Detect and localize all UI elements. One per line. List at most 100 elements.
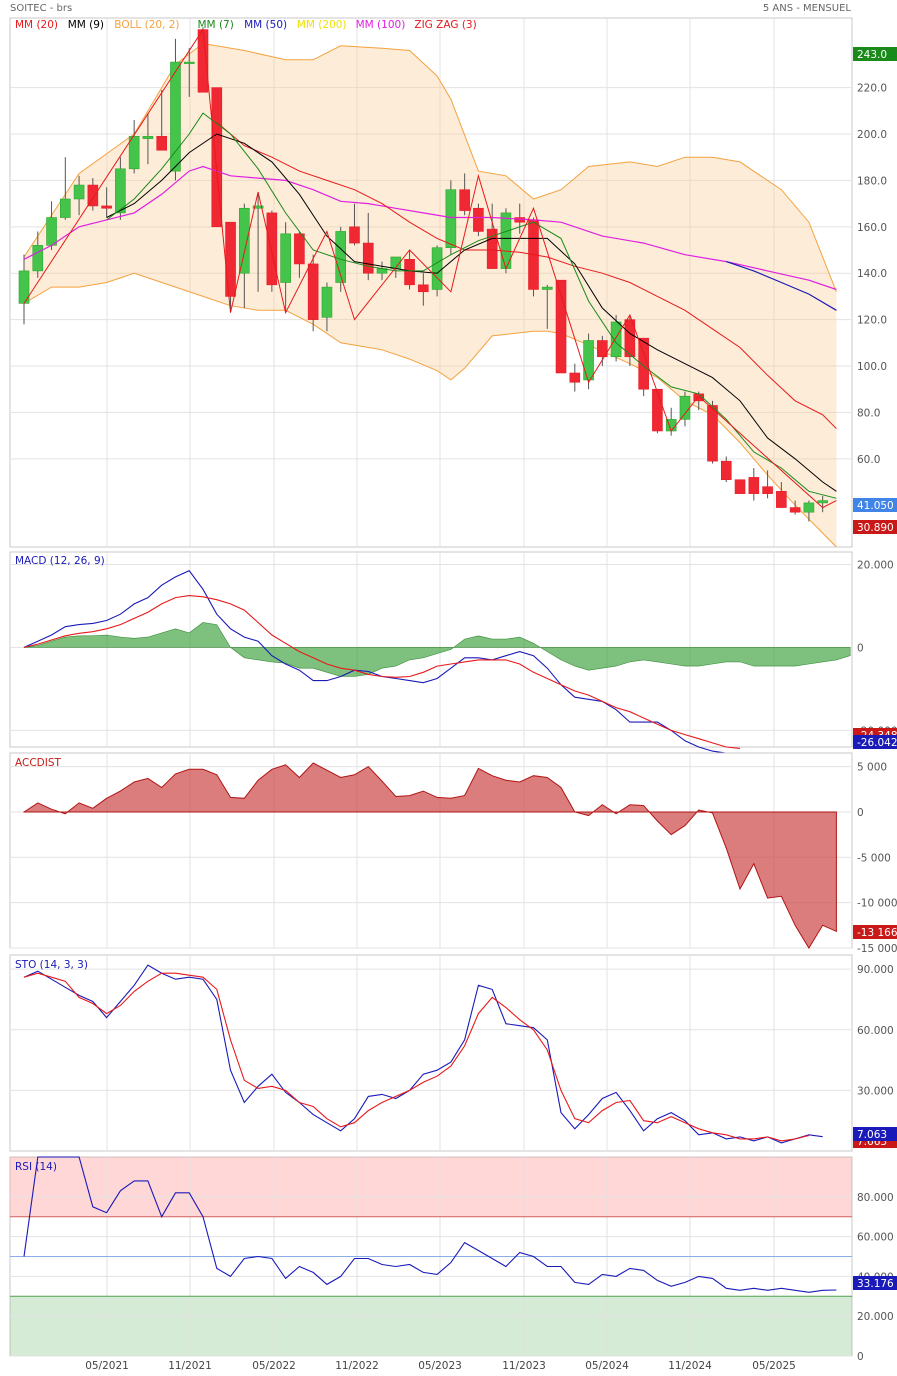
candle-body[interactable]: [734, 479, 746, 494]
candle-body[interactable]: [142, 136, 154, 139]
candle-body[interactable]: [610, 321, 622, 358]
price-y-tick-label: 100.0: [857, 361, 887, 373]
macd-value-badge-bg: [853, 735, 897, 749]
candle-body[interactable]: [87, 184, 99, 207]
candle-body[interactable]: [679, 395, 691, 420]
series-zig-zag-3-line: [23, 28, 837, 509]
candle-body[interactable]: [252, 205, 264, 209]
candle-body[interactable]: [280, 233, 291, 283]
accdist-value-badge-bg: [853, 925, 897, 939]
x-tick-label: 05/2022: [252, 1360, 296, 1372]
rsi-overbought-zone: [10, 1157, 852, 1217]
candle-body[interactable]: [156, 136, 167, 151]
legend-item[interactable]: MM (100): [356, 19, 406, 31]
price-panel[interactable]: 60.0 80.0 100.0 120.0 140.0 160.0 180.0 200.0 22…: [9, 17, 897, 548]
macd-y-tick-label: 20.000: [857, 559, 894, 571]
sto-pct-k-line: [23, 964, 823, 1144]
candle-body[interactable]: [418, 284, 429, 293]
symbol-label: SOITEC - brs: [10, 3, 73, 14]
candle-body[interactable]: [211, 87, 223, 228]
rsi-oversold-zone: [10, 1296, 852, 1356]
candle-body[interactable]: [762, 486, 773, 494]
candle-body[interactable]: [445, 189, 457, 248]
price-y-tick-label: 160.0: [857, 222, 887, 234]
rsi-title: RSI (14): [15, 1161, 57, 1173]
macd-y-tick-label: 0: [857, 642, 864, 654]
candle-body[interactable]: [638, 337, 649, 390]
macd-signal-line: [23, 595, 741, 749]
bollinger-band-fill: [24, 43, 837, 547]
candle-body[interactable]: [349, 226, 360, 244]
candle-body[interactable]: [128, 136, 140, 170]
candle-body[interactable]: [101, 205, 112, 209]
legend-item[interactable]: MM (7): [198, 19, 234, 31]
series-mm-20-line: [216, 122, 837, 430]
candle-body[interactable]: [266, 212, 278, 286]
accdist-y-tick-label: -5 000: [857, 852, 891, 864]
candle-body[interactable]: [60, 198, 71, 218]
candle-body[interactable]: [431, 247, 443, 290]
series-mm-7-line: [106, 112, 837, 499]
period-label: 5 ANS - MENSUEL: [762, 3, 851, 14]
candle-body[interactable]: [624, 319, 636, 358]
candle-body[interactable]: [239, 207, 250, 274]
candle-body[interactable]: [183, 61, 195, 64]
candle-body[interactable]: [404, 258, 415, 286]
legend-item[interactable]: MM (200): [297, 19, 347, 31]
legend-item[interactable]: MM (50): [244, 19, 287, 31]
candle-body[interactable]: [73, 184, 85, 200]
candle-body[interactable]: [789, 507, 801, 513]
candle-body[interactable]: [803, 502, 815, 513]
candle-body[interactable]: [748, 477, 760, 494]
accdist-y-tick-label: 5 000: [857, 762, 887, 774]
candle-body[interactable]: [335, 231, 347, 283]
sto-y-tick-label: 30.000: [857, 1085, 894, 1097]
price-y-tick-label: 220.0: [857, 83, 887, 95]
sto-title: STO (14, 3, 3): [15, 959, 88, 971]
candle-body[interactable]: [583, 340, 594, 381]
price-high-badge: 243.0: [857, 49, 887, 61]
sto-y-tick-label: 90.000: [857, 964, 894, 976]
x-tick-label: 05/2023: [418, 1360, 462, 1372]
legend-item[interactable]: MM (9): [68, 19, 104, 31]
candle-body[interactable]: [817, 500, 828, 504]
candle-body[interactable]: [32, 245, 44, 272]
candle-body[interactable]: [569, 372, 581, 383]
candle-body[interactable]: [459, 189, 470, 211]
rsi-y-tick-label: 60.000: [857, 1232, 894, 1244]
candle-body[interactable]: [597, 340, 608, 358]
candle-body[interactable]: [486, 228, 498, 269]
x-tick-label: 05/2025: [752, 1360, 796, 1372]
candle-body[interactable]: [46, 217, 57, 246]
accdist-panel[interactable]: 5 000 0 -5 000 -10 000 -15 000 ACCDIST -13 166: [9, 752, 897, 955]
candle-body[interactable]: [115, 168, 126, 214]
legend-item[interactable]: BOLL (20, 2): [114, 19, 179, 31]
candle-body[interactable]: [321, 286, 333, 318]
candle-body[interactable]: [307, 263, 319, 320]
candle-body[interactable]: [541, 286, 553, 290]
candle-body[interactable]: [776, 491, 787, 508]
rsi-y-tick-label: 0: [857, 1351, 864, 1363]
x-tick-label: 11/2023: [502, 1360, 546, 1372]
candle-body[interactable]: [294, 233, 305, 265]
price-last-badge-bg: [853, 498, 897, 512]
candle-body[interactable]: [170, 61, 181, 172]
accdist-y-tick-label: -10 000: [857, 898, 897, 910]
legend-item[interactable]: ZIG ZAG (3): [414, 19, 476, 31]
candle-body[interactable]: [473, 207, 484, 232]
sto-y-tick-label: 60.000: [857, 1025, 894, 1037]
candle-body[interactable]: [225, 221, 236, 297]
accdist-title: ACCDIST: [15, 757, 62, 769]
candle-body[interactable]: [707, 405, 718, 462]
candle-body[interactable]: [362, 242, 374, 274]
legend-item[interactable]: MM (20): [15, 19, 58, 31]
candle-body[interactable]: [555, 279, 567, 374]
candle-body[interactable]: [652, 388, 663, 432]
price-low-badge: 30.890: [857, 522, 894, 534]
series-mm-100-line: [23, 165, 837, 291]
candle-body[interactable]: [720, 460, 732, 481]
